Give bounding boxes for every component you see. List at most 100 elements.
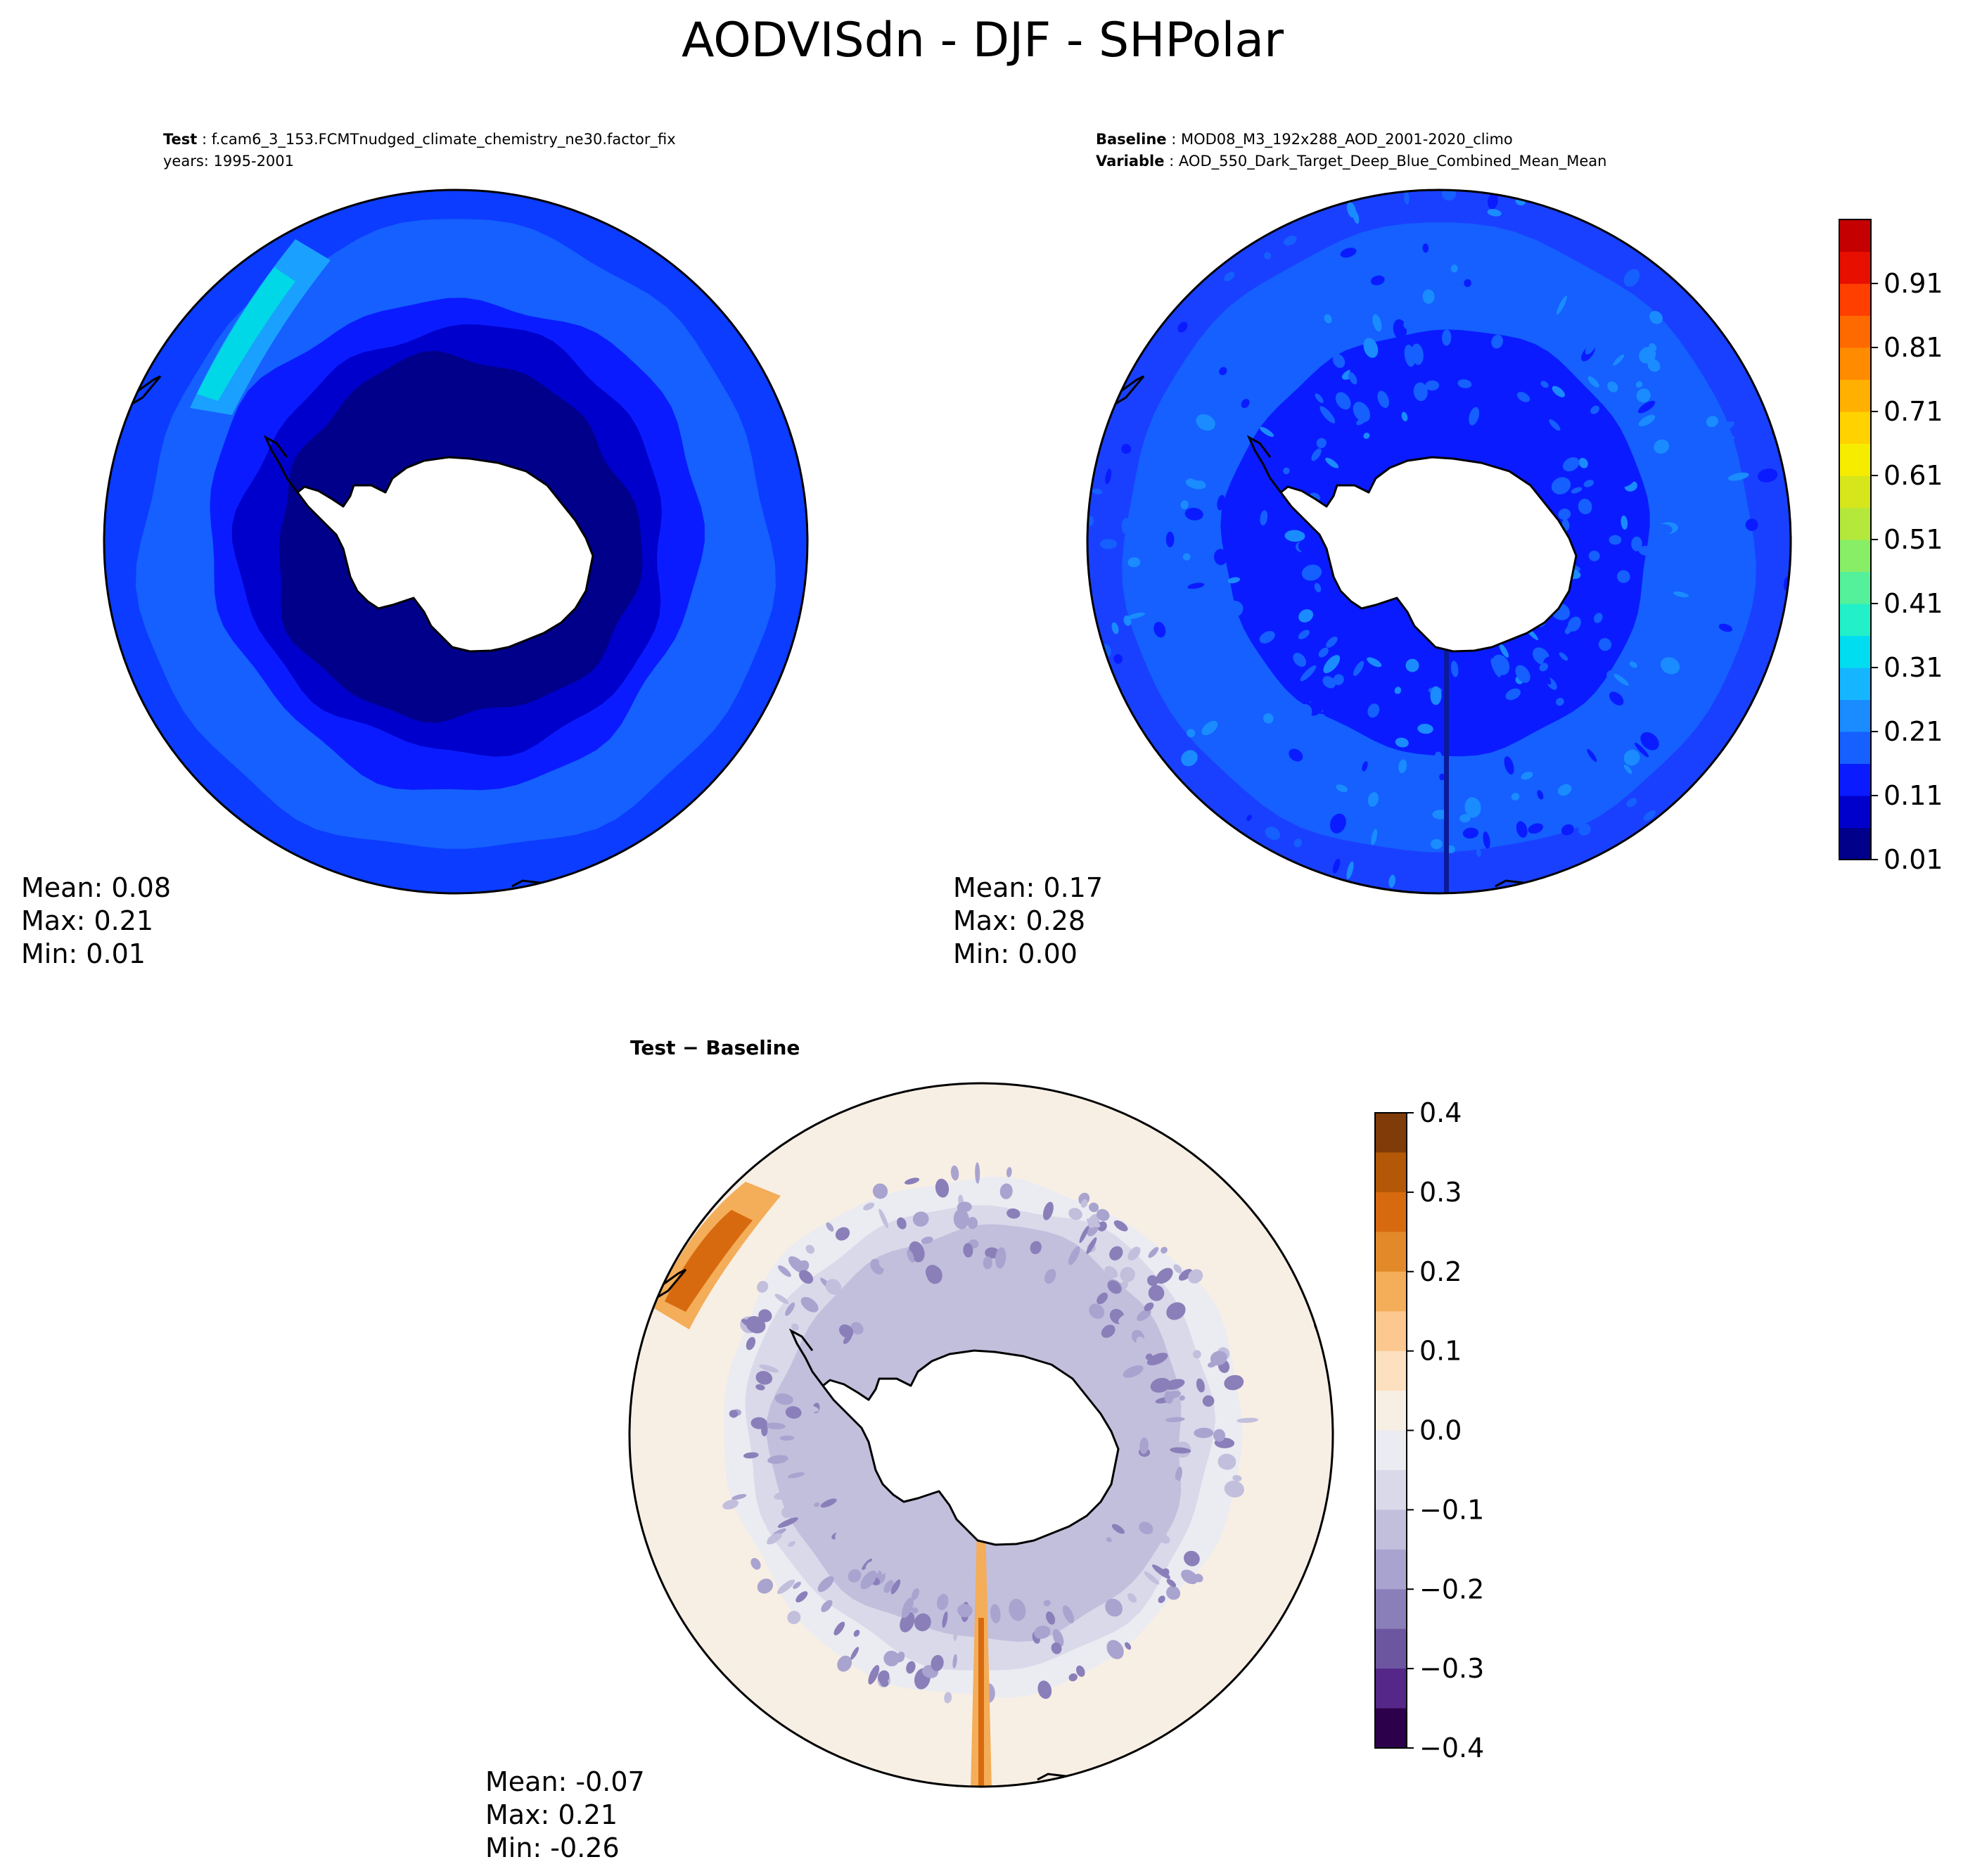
baseline-noise-patch [1705, 644, 1718, 657]
difference-noise-patch [883, 1580, 894, 1593]
difference-noise-patch [788, 1540, 795, 1547]
baseline-header-key: Baseline [1096, 131, 1167, 148]
difference-noise-patch [1137, 1309, 1151, 1321]
baseline-noise-patch [1602, 293, 1618, 309]
baseline-noise-patch [1643, 810, 1656, 821]
difference-noise-patch [983, 1256, 992, 1270]
baseline-noise-patch [1377, 390, 1389, 408]
baseline-noise-patch [1284, 530, 1305, 542]
baseline-noise-patch [1636, 388, 1651, 403]
baseline-noise-patch [1483, 831, 1490, 849]
difference-noise-patch [868, 1665, 880, 1685]
difference-noise-patch [1002, 1228, 1019, 1239]
baseline-noise-patch [1482, 315, 1497, 333]
baseline-noise-patch [1235, 739, 1246, 750]
baseline-noise-patch [1491, 334, 1503, 349]
difference-noise-patch [777, 1265, 791, 1277]
baseline-noise-patch [1319, 406, 1336, 423]
difference-noise-patch [1213, 1429, 1225, 1442]
colorbar-difference-tick-label: −0.3 [1419, 1653, 1484, 1684]
colorbar-aod-tick-label: 0.81 [1884, 332, 1943, 363]
baseline-noise-patch [1324, 314, 1332, 324]
baseline-noise-patch [1490, 658, 1501, 677]
baseline-noise-patch [1521, 672, 1530, 682]
colorbar-difference-swatch [1375, 1708, 1407, 1749]
baseline-noise-patch [1184, 507, 1203, 521]
baseline-noise-patch [1412, 309, 1419, 328]
baseline-noise-patch [1417, 723, 1433, 734]
difference-noise-patch [964, 1255, 969, 1272]
baseline-noise-patch [1511, 414, 1519, 421]
colorbar-aod-swatch [1839, 379, 1871, 412]
test-plume-core [197, 267, 295, 401]
difference-noise-patch [935, 1178, 950, 1198]
difference-noise-patch [1139, 1521, 1153, 1535]
difference-noise-patch [1067, 1590, 1081, 1608]
colorbar-difference-swatch [1375, 1510, 1407, 1550]
colorbar-aod-swatch [1839, 540, 1871, 572]
baseline-noise-patch [1462, 827, 1479, 839]
difference-noise-patch [1175, 1467, 1182, 1483]
difference-noise-patch [1096, 1208, 1110, 1221]
baseline-noise-patch [1588, 550, 1600, 561]
baseline-noise-patch [1293, 653, 1307, 667]
difference-noise-patch [779, 1435, 795, 1441]
baseline-noise-patch [1578, 499, 1592, 515]
baseline-noise-patch [1177, 374, 1195, 390]
difference-noise-patch [1086, 1237, 1097, 1254]
baseline-noise-patch [1481, 711, 1490, 725]
baseline-noise-patch [1549, 419, 1561, 431]
difference-noise-patch [901, 1597, 914, 1619]
difference-noise-patch [758, 1309, 772, 1322]
baseline-noise-patch [1187, 466, 1208, 481]
baseline-noise-patch [1673, 591, 1689, 598]
difference-noise-patch [1106, 1537, 1112, 1543]
difference-noise-patch [1144, 1302, 1154, 1312]
difference-noise-patch [800, 1296, 819, 1313]
baseline-noise-patch [1504, 756, 1514, 775]
difference-noise-patch [777, 1579, 795, 1595]
baseline-noise-patch [1182, 553, 1191, 561]
baseline-noise-patch [1543, 656, 1561, 675]
difference-noise-patch [793, 1581, 801, 1589]
difference-swath-core [978, 1618, 984, 1787]
difference-noise-patch [905, 1178, 920, 1185]
baseline-noise-patch [1639, 347, 1656, 364]
baseline-noise-patch [1121, 518, 1130, 535]
difference-noise-patch [1224, 1480, 1244, 1498]
baseline-noise-patch [1199, 662, 1209, 672]
baseline-noise-patch [1556, 698, 1564, 706]
difference-noise-patch [1184, 1550, 1200, 1566]
baseline-noise-patch [1430, 838, 1443, 850]
difference-noise-patch [975, 1162, 980, 1184]
antarctic-peninsula [788, 1328, 824, 1386]
test-stat-min: Min: 0.01 [21, 938, 146, 969]
baseline-noise-patch [1502, 273, 1519, 293]
difference-noise-patch [1106, 1640, 1124, 1659]
difference-noise-patch [953, 1208, 969, 1230]
colorbar-aod-swatch [1839, 827, 1871, 860]
baseline-noise-patch [1706, 416, 1718, 428]
difference-noise-patch [892, 1284, 909, 1306]
baseline-noise-patch [1246, 815, 1252, 822]
baseline-noise-patch [1315, 393, 1324, 403]
difference-noise-patch [789, 1448, 798, 1455]
difference-noise-patch [1146, 1353, 1168, 1366]
difference-noise-patch [767, 1455, 788, 1465]
difference-noise-patch [1104, 1265, 1118, 1279]
difference-noise-patch [890, 1579, 901, 1595]
baseline-noise-patch [1401, 411, 1408, 422]
difference-noise-patch [950, 1165, 959, 1181]
difference-noise-patch [853, 1629, 860, 1637]
colorbar-difference-swatch [1375, 1232, 1407, 1272]
difference-noise-patch [1068, 1208, 1082, 1220]
colorbar-aod-swatch [1839, 507, 1871, 540]
baseline-noise-patch [1516, 257, 1528, 265]
difference-noise-patch [785, 1302, 795, 1316]
baseline-noise-patch [1314, 713, 1326, 728]
difference-noise-patch [1045, 1258, 1056, 1269]
colorbar-difference-swatch [1375, 1549, 1407, 1590]
difference-noise-patch [1147, 1275, 1158, 1287]
colorbar-aod-tick-label: 0.61 [1884, 460, 1943, 491]
difference-noise-patch [1139, 1468, 1152, 1476]
